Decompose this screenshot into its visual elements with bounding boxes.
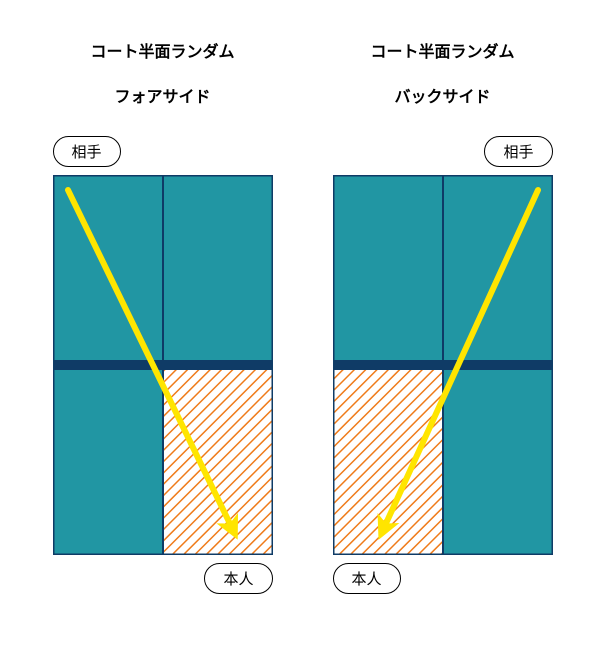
player-label: 本人 (333, 563, 401, 594)
opponent-row-fore: 相手 (53, 136, 273, 167)
title-line: バックサイド (394, 89, 490, 106)
panel-title-back: コート半面ランダム バックサイド (370, 20, 514, 110)
table-back (333, 175, 553, 555)
table-fore (53, 175, 273, 555)
opponent-row-back: 相手 (333, 136, 553, 167)
player-row-back: 本人 (333, 563, 553, 594)
panel-title-fore: コート半面ランダム フォアサイド (90, 20, 234, 110)
title-line: フォアサイド (114, 89, 210, 106)
opponent-label: 相手 (484, 136, 552, 167)
player-row-fore: 本人 (53, 563, 273, 594)
panel-fore: コート半面ランダム フォアサイド 相手 本人 (53, 20, 273, 602)
table-svg-fore (53, 175, 273, 555)
player-label: 本人 (204, 563, 272, 594)
panel-back: コート半面ランダム バックサイド 相手 本人 (333, 20, 553, 602)
table-svg-back (333, 175, 553, 555)
title-line: コート半面ランダム (370, 44, 514, 61)
opponent-label: 相手 (53, 136, 121, 167)
title-line: コート半面ランダム (90, 44, 234, 61)
diagram-container: コート半面ランダム フォアサイド 相手 本人 コート半面ランダム バックサイド … (20, 20, 585, 602)
